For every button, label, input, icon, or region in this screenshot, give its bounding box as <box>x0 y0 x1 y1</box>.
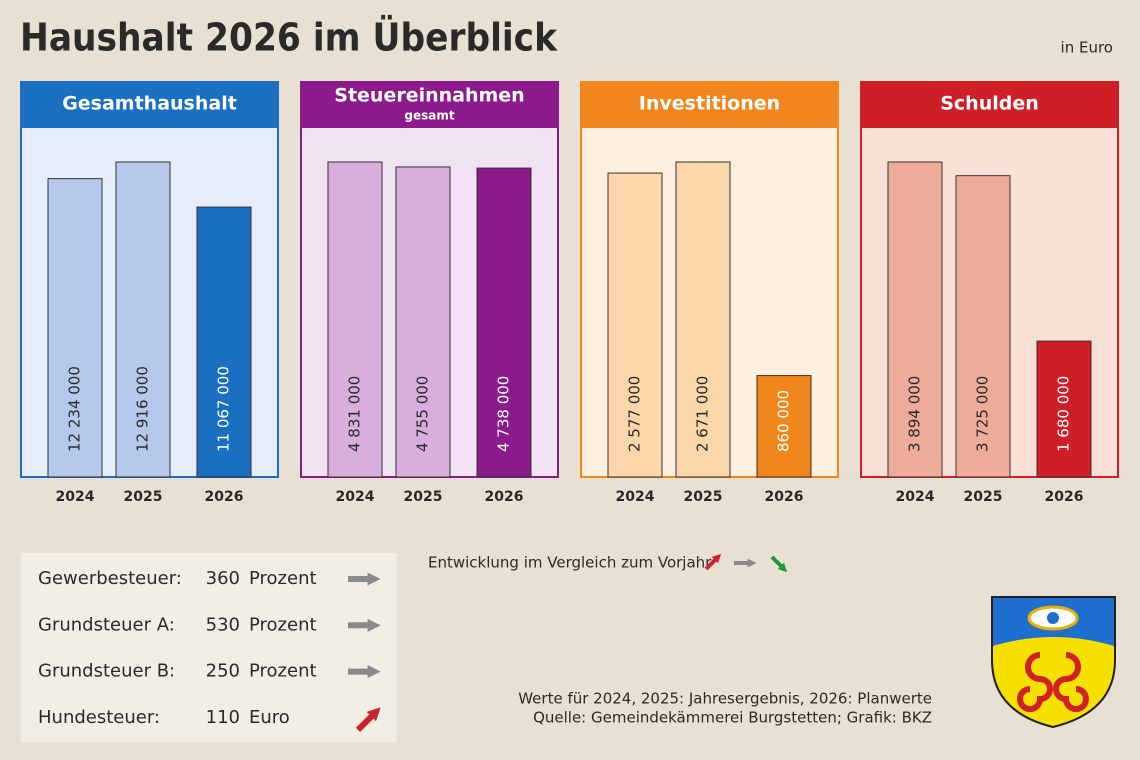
tax-label: Grundsteuer A: <box>38 614 175 635</box>
unit-note: in Euro <box>1061 39 1113 57</box>
value-label: 11 067 000 <box>215 366 233 452</box>
bar <box>955 175 1011 478</box>
bar <box>395 166 451 478</box>
panel-header <box>300 81 559 127</box>
x-tick-label: 2026 <box>765 489 804 505</box>
legend-text: Entwicklung im Vergleich zum Vorjahr <box>428 554 712 572</box>
value-label: 4 755 000 <box>414 376 432 452</box>
tax-value: 250 <box>206 661 240 682</box>
tax-unit: Euro <box>249 707 290 728</box>
value-label: 1 680 000 <box>1055 376 1073 452</box>
note: Werte für 2024, 2025: Jahresergebnis, 20… <box>518 690 932 708</box>
bar <box>47 178 103 478</box>
panel-title: Gesamthaushalt <box>62 93 237 115</box>
legend-arrows <box>704 553 788 573</box>
bar <box>476 167 532 478</box>
bar <box>887 161 943 478</box>
value-label: 12 234 000 <box>66 366 84 452</box>
x-tick-label: 2024 <box>896 489 935 505</box>
value-label: 4 831 000 <box>346 376 364 452</box>
x-tick-label: 2025 <box>964 489 1003 505</box>
panel-subtitle: gesamt <box>404 109 454 123</box>
bar <box>327 161 383 478</box>
tax-label: Gewerbesteuer: <box>38 568 182 589</box>
panel-header <box>860 81 1119 127</box>
coat-of-arms <box>991 596 1116 729</box>
panel-header <box>20 81 279 127</box>
trend-arrow <box>355 707 381 733</box>
bar <box>675 161 731 478</box>
panel-title: Schulden <box>940 93 1039 115</box>
value-label: 2 577 000 <box>626 376 644 452</box>
value-label: 3 725 000 <box>974 376 992 452</box>
panel-header <box>580 81 839 127</box>
tax-unit: Prozent <box>249 568 317 589</box>
note: Quelle: Gemeindekämmerei Burgstetten; Gr… <box>533 709 932 727</box>
value-label: 2 671 000 <box>694 376 712 452</box>
x-tick-label: 2025 <box>684 489 723 505</box>
bar <box>756 375 812 478</box>
tax-unit: Prozent <box>249 661 317 682</box>
tax-value: 530 <box>206 614 240 635</box>
tax-value: 110 <box>206 707 240 728</box>
x-tick-label: 2024 <box>336 489 375 505</box>
value-label: 4 738 000 <box>495 376 513 452</box>
panel-title: Investitionen <box>639 93 780 115</box>
page-title: Haushalt 2026 im Überblick <box>20 16 558 60</box>
tax-unit: Prozent <box>249 614 317 635</box>
bar <box>196 206 252 478</box>
bar <box>115 161 171 478</box>
x-tick-label: 2026 <box>1045 489 1084 505</box>
value-label: 12 916 000 <box>134 366 152 452</box>
value-label: 860 000 <box>775 390 793 452</box>
x-tick-label: 2024 <box>616 489 655 505</box>
panel-title: Steuereinnahmen <box>334 85 524 107</box>
tax-label: Hundesteuer: <box>38 707 160 728</box>
x-tick-label: 2025 <box>404 489 443 505</box>
tax-box <box>21 553 397 742</box>
x-tick-label: 2026 <box>485 489 524 505</box>
x-tick-label: 2025 <box>124 489 163 505</box>
tax-value: 360 <box>206 568 240 589</box>
tax-label: Grundsteuer B: <box>38 661 175 682</box>
bar <box>607 172 663 478</box>
value-label: 3 894 000 <box>906 376 924 452</box>
bar <box>1036 340 1092 478</box>
x-tick-label: 2026 <box>205 489 244 505</box>
x-tick-label: 2024 <box>56 489 95 505</box>
